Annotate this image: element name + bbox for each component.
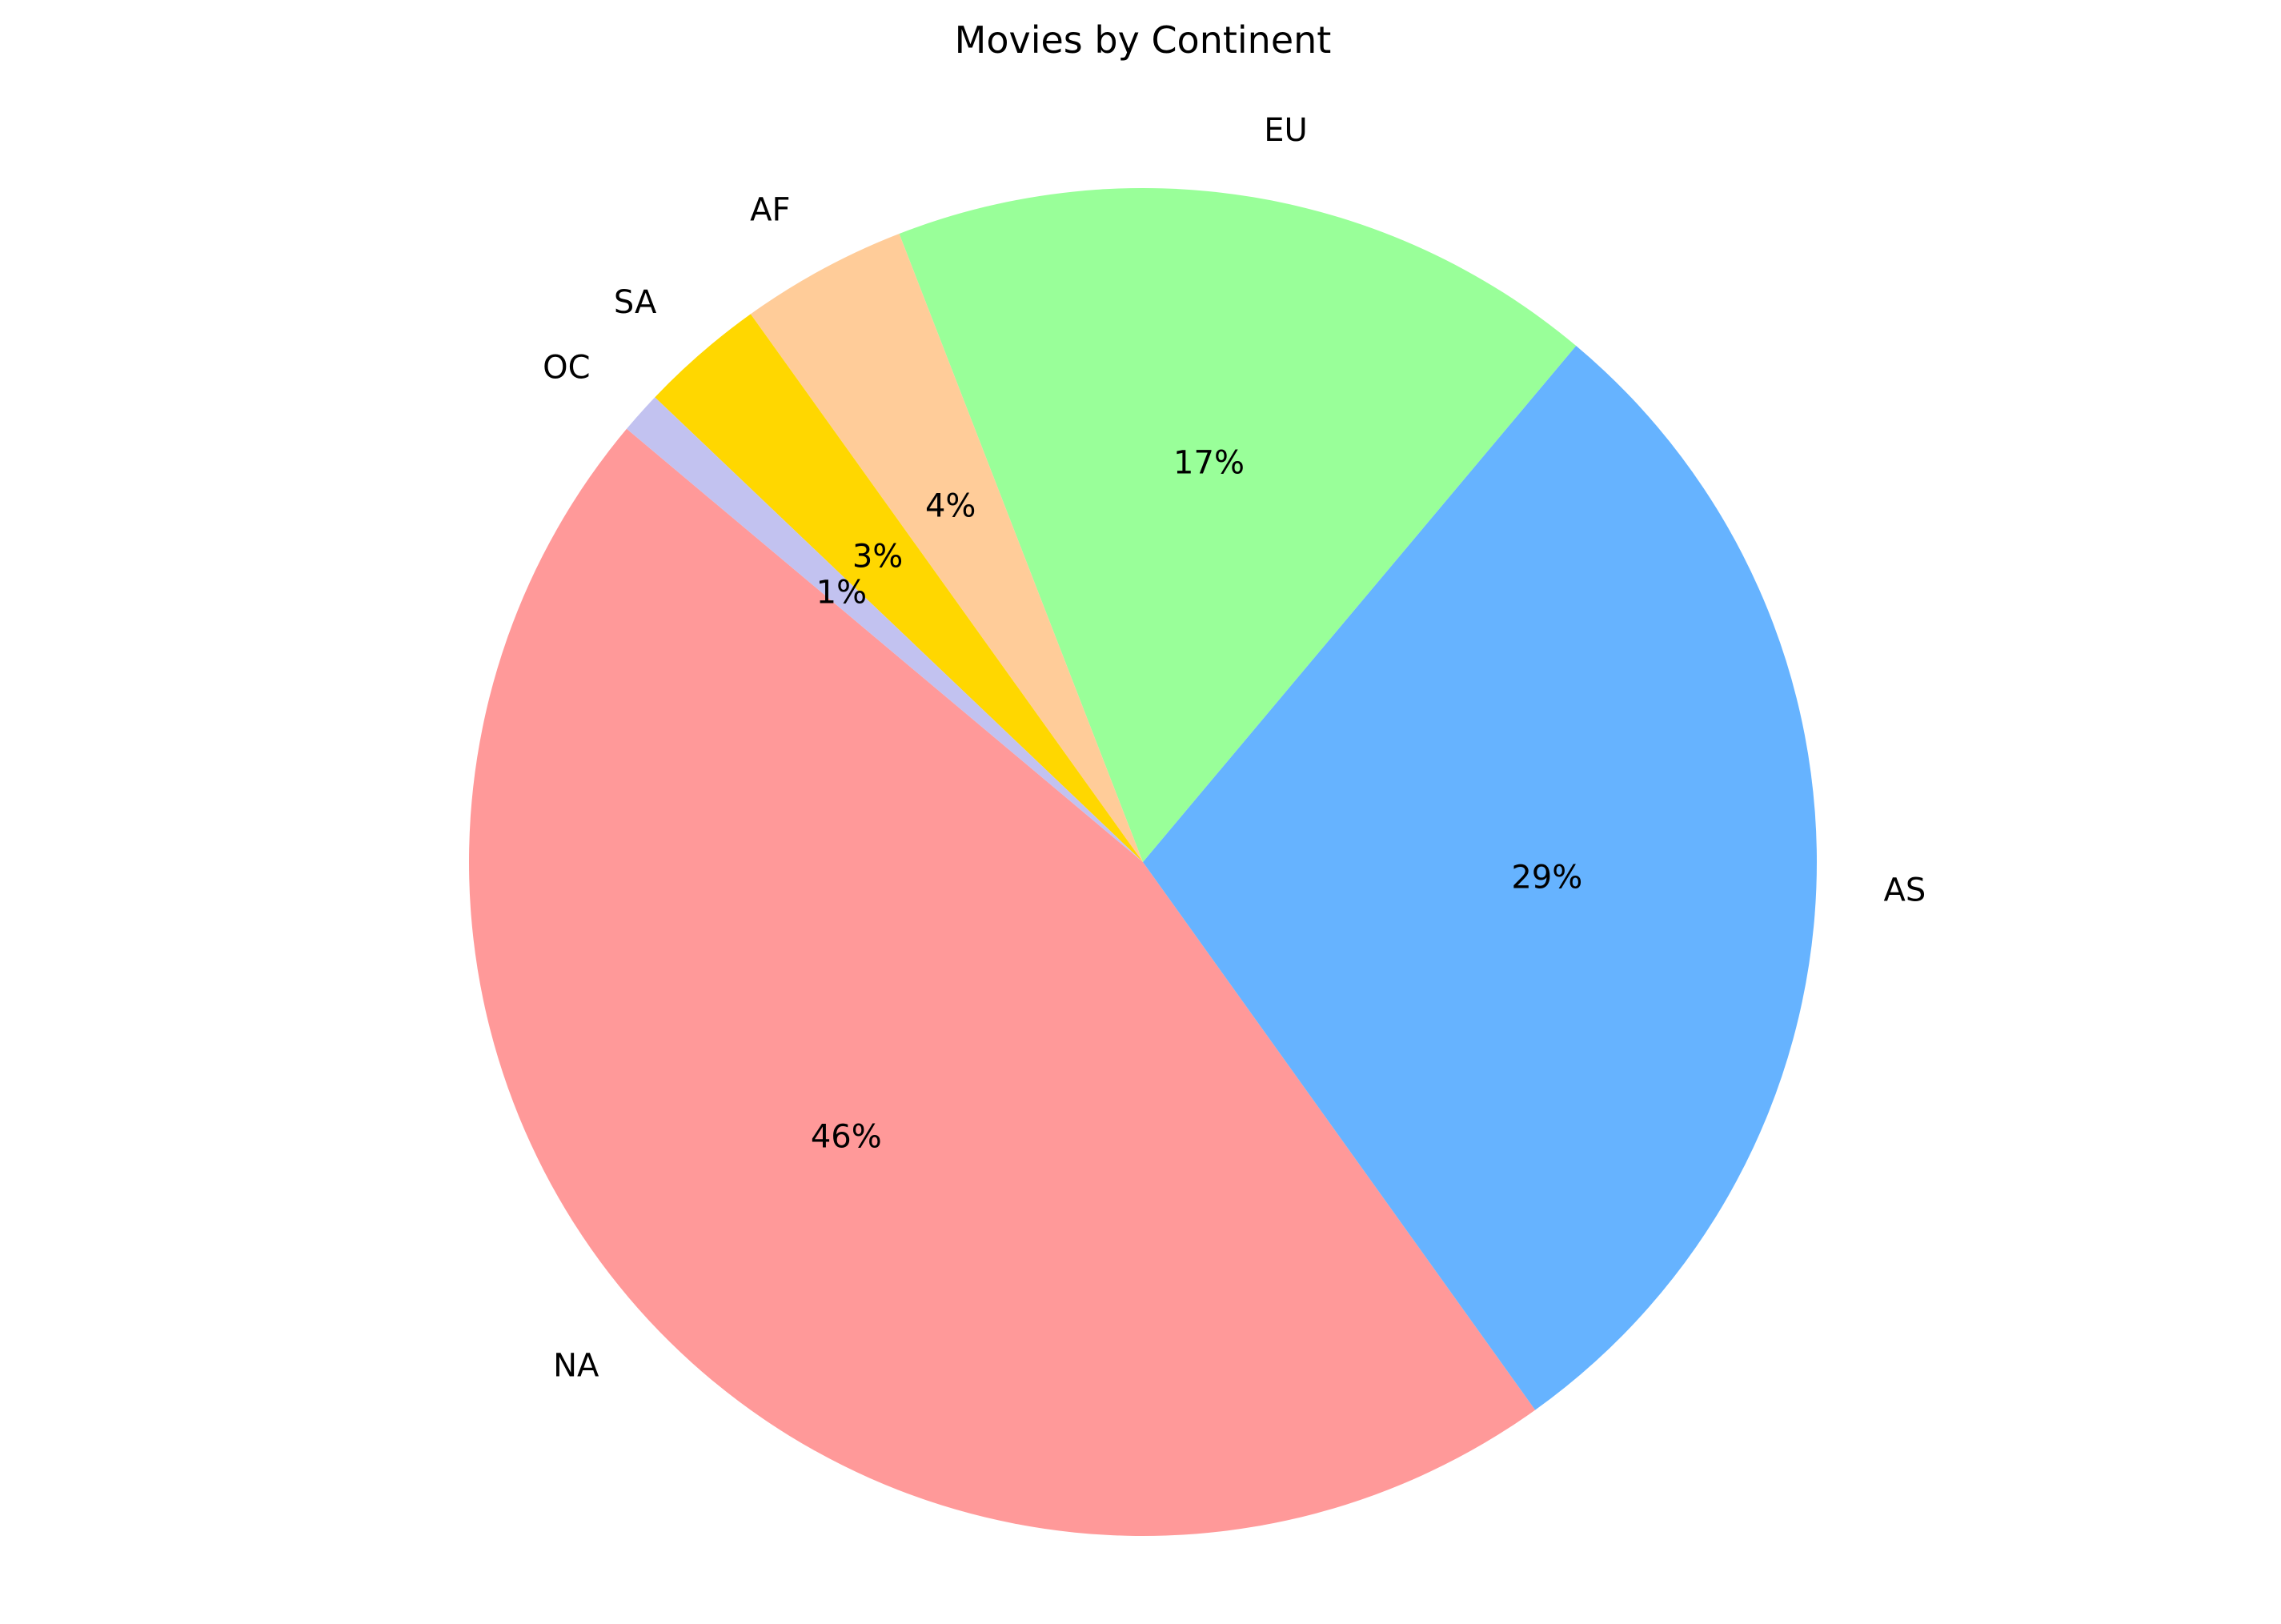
pie-slice-as bbox=[1143, 345, 1818, 1410]
pie-slice-labels: NA AS EU AF SA OC bbox=[543, 112, 1926, 1384]
pie-percent-labels: 46% 29% 17% 4% 3%1% bbox=[811, 445, 1582, 1156]
pie-slice-label-oc: OC bbox=[543, 350, 590, 387]
pie-slice-label-na: NA bbox=[553, 1347, 599, 1384]
pie-slice-na bbox=[468, 428, 1536, 1537]
pie-slice-eu bbox=[899, 188, 1577, 863]
pie-slice-label-af: AF bbox=[750, 191, 790, 228]
pie-percent-label-oc: 1% bbox=[816, 574, 867, 611]
pie-slice-label-sa: SA bbox=[614, 284, 657, 321]
pie-percent-label-sa: 3% bbox=[852, 539, 903, 575]
chart-title: Movies by Continent bbox=[955, 18, 1332, 62]
pie-slice-label-eu: EU bbox=[1264, 112, 1308, 149]
pie-slices bbox=[468, 188, 1818, 1537]
pie-slice-oc bbox=[626, 397, 1143, 862]
pie-slice-sa bbox=[655, 314, 1143, 863]
pie-slice-af bbox=[750, 233, 1143, 862]
pie-percent-label-as: 29% bbox=[1511, 859, 1582, 896]
pie-slice-label-as: AS bbox=[1884, 872, 1926, 909]
pie-percent-label-na: 46% bbox=[811, 1118, 882, 1155]
pie-percent-label-af: 4% bbox=[925, 488, 976, 525]
pie-percent-label-eu: 17% bbox=[1173, 445, 1245, 482]
